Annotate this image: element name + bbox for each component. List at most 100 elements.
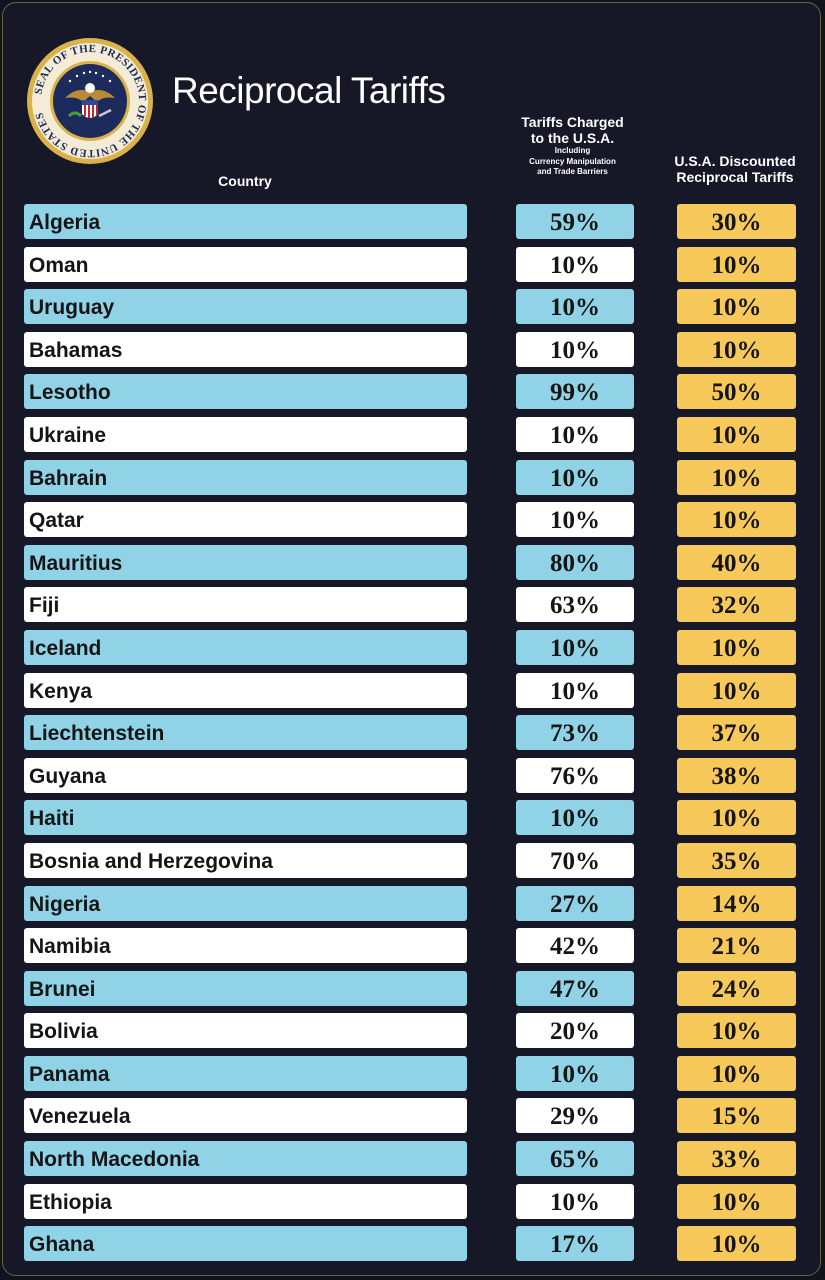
country-cell: Oman xyxy=(24,246,467,282)
reciprocal-cell: 38% xyxy=(677,757,796,793)
table-row: Ethiopia 10% 10% xyxy=(24,1183,799,1227)
charged-cell: 10% xyxy=(516,502,634,538)
reciprocal-cell: 24% xyxy=(677,970,796,1006)
table-row: Venezuela 29% 15% xyxy=(24,1098,799,1141)
country-cell: Qatar xyxy=(24,502,467,538)
charged-cell: 10% xyxy=(516,416,634,452)
table-row: Algeria 59% 30% xyxy=(24,204,799,247)
reciprocal-cell: 10% xyxy=(677,1226,796,1262)
reciprocal-cell: 33% xyxy=(677,1141,796,1177)
table-row: Panama 10% 10% xyxy=(24,1055,799,1099)
charged-cell: 65% xyxy=(516,1141,634,1177)
country-cell: North Macedonia xyxy=(24,1141,467,1177)
charged-cell: 10% xyxy=(516,289,634,325)
table-row: Lesotho 99% 50% xyxy=(24,374,799,417)
table-row: Ukraine 10% 10% xyxy=(24,416,799,460)
table-row: Nigeria 27% 14% xyxy=(24,885,799,929)
tariffs-charged-column-header: Tariffs Charged to the U.S.A. Including … xyxy=(500,114,645,177)
reciprocal-cell: 10% xyxy=(677,800,796,836)
reciprocal-header-line1: U.S.A. Discounted xyxy=(674,153,796,169)
charged-cell: 10% xyxy=(516,800,634,836)
country-cell: Brunei xyxy=(24,970,467,1006)
table-row: Bahamas 10% 10% xyxy=(24,331,799,375)
country-cell: Algeria xyxy=(24,204,467,239)
charged-cell: 73% xyxy=(516,715,634,751)
reciprocal-cell: 30% xyxy=(677,204,796,239)
country-cell: Mauritius xyxy=(24,544,467,580)
reciprocal-cell: 10% xyxy=(677,1013,796,1049)
table-row: Qatar 10% 10% xyxy=(24,502,799,545)
table-row: Oman 10% 10% xyxy=(24,246,799,290)
reciprocal-cell: 40% xyxy=(677,544,796,580)
reciprocal-cell: 10% xyxy=(677,289,796,325)
country-cell: Ethiopia xyxy=(24,1183,467,1219)
charged-cell: 29% xyxy=(516,1098,634,1134)
table-row: Fiji 63% 32% xyxy=(24,587,799,630)
reciprocal-cell: 10% xyxy=(677,331,796,367)
charged-cell: 42% xyxy=(516,928,634,964)
charged-cell: 59% xyxy=(516,204,634,239)
table-row: Bahrain 10% 10% xyxy=(24,459,799,503)
reciprocal-cell: 10% xyxy=(677,1183,796,1219)
reciprocal-cell: 10% xyxy=(677,502,796,538)
table-row: Brunei 47% 24% xyxy=(24,970,799,1014)
charged-cell: 10% xyxy=(516,1055,634,1091)
reciprocal-cell: 37% xyxy=(677,715,796,751)
table-row: Guyana 76% 38% xyxy=(24,757,799,801)
country-column-header: Country xyxy=(218,173,272,189)
charged-header-line2: to the U.S.A. xyxy=(530,130,615,147)
charged-cell: 17% xyxy=(516,1226,634,1262)
reciprocal-cell: 10% xyxy=(677,672,796,708)
table-row: Ghana 17% 10% xyxy=(24,1226,799,1269)
country-cell: Bolivia xyxy=(24,1013,467,1049)
country-cell: Haiti xyxy=(24,800,467,836)
country-cell: Bahrain xyxy=(24,459,467,495)
charged-header-sub3: and Trade Barriers xyxy=(537,166,608,176)
table-row: North Macedonia 65% 33% xyxy=(24,1141,799,1184)
table-row: Kenya 10% 10% xyxy=(24,672,799,716)
charged-cell: 10% xyxy=(516,629,634,665)
country-cell: Iceland xyxy=(24,629,467,665)
reciprocal-cell: 50% xyxy=(677,374,796,410)
tariff-table: Algeria 59% 30% Oman 10% 10% Uruguay 10% 10% B… xyxy=(24,204,799,1269)
reciprocal-cell: 15% xyxy=(677,1098,796,1134)
reciprocal-cell: 10% xyxy=(677,246,796,282)
charged-header-sub1: Including xyxy=(554,146,591,156)
charged-cell: 70% xyxy=(516,842,634,878)
charged-header-sub2: Currency Manipulation xyxy=(529,156,616,166)
country-cell: Kenya xyxy=(24,672,467,708)
country-cell: Namibia xyxy=(24,928,467,964)
presidential-seal-icon: SEAL OF THE PRESIDENT OF THE UNITED STAT… xyxy=(27,38,153,164)
country-cell: Bosnia and Herzegovina xyxy=(24,842,467,878)
country-cell: Ukraine xyxy=(24,416,467,452)
charged-header-line1: Tariffs Charged xyxy=(521,114,624,130)
country-cell: Uruguay xyxy=(24,289,467,325)
reciprocal-tariffs-column-header: U.S.A. Discounted Reciprocal Tariffs xyxy=(655,153,815,185)
table-row: Liechtenstein 73% 37% xyxy=(24,715,799,758)
country-cell: Liechtenstein xyxy=(24,715,467,751)
reciprocal-cell: 32% xyxy=(677,587,796,623)
table-row: Bosnia and Herzegovina 70% 35% xyxy=(24,842,799,886)
country-cell: Ghana xyxy=(24,1226,467,1262)
reciprocal-cell: 14% xyxy=(677,885,796,921)
charged-cell: 10% xyxy=(516,331,634,367)
reciprocal-cell: 35% xyxy=(677,842,796,878)
country-cell: Panama xyxy=(24,1055,467,1091)
charged-cell: 10% xyxy=(516,672,634,708)
page-title: Reciprocal Tariffs xyxy=(172,70,446,111)
reciprocal-cell: 10% xyxy=(677,629,796,665)
charged-cell: 27% xyxy=(516,885,634,921)
charged-cell: 10% xyxy=(516,246,634,282)
charged-cell: 10% xyxy=(516,459,634,495)
country-cell: Fiji xyxy=(24,587,467,623)
charged-cell: 10% xyxy=(516,1183,634,1219)
charged-cell: 20% xyxy=(516,1013,634,1049)
reciprocal-cell: 21% xyxy=(677,928,796,964)
table-row: Mauritius 80% 40% xyxy=(24,544,799,588)
country-cell: Lesotho xyxy=(24,374,467,410)
reciprocal-cell: 10% xyxy=(677,416,796,452)
table-row: Haiti 10% 10% xyxy=(24,800,799,843)
charged-cell: 63% xyxy=(516,587,634,623)
country-cell: Guyana xyxy=(24,757,467,793)
table-row: Uruguay 10% 10% xyxy=(24,289,799,332)
